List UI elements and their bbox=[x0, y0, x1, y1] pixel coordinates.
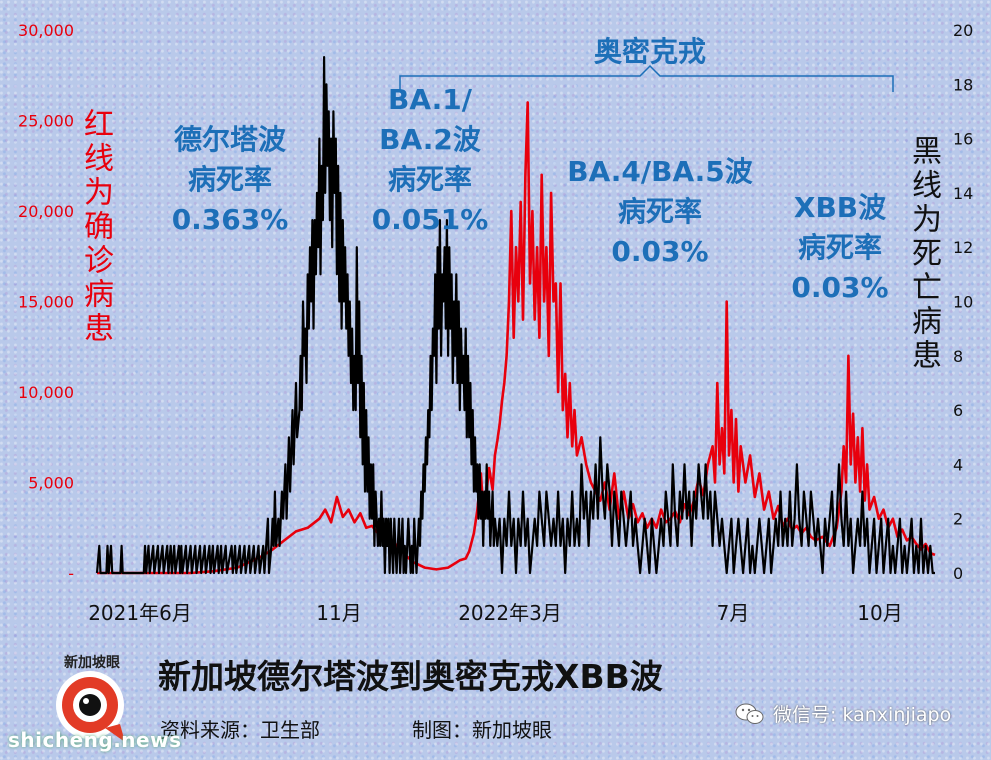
annotation-line: XBB波 bbox=[793, 191, 887, 224]
omicron-label: 奥密克戎 bbox=[593, 35, 706, 68]
left-y-axis-ticks: 30,000 25,000 20,000 15,000 10,000 5,000 - bbox=[18, 21, 74, 583]
left-tick-label: 15,000 bbox=[18, 293, 74, 312]
deaths-line bbox=[95, 55, 935, 575]
left-axis-title: 红线为确诊病患 bbox=[78, 108, 113, 346]
annotation-line: 0.051% bbox=[371, 203, 489, 236]
annotation-ba12: BA.1/ BA.2波 病死率 0.051% bbox=[370, 80, 490, 240]
left-tick-label: 30,000 bbox=[18, 21, 74, 40]
annotation-line: 0.363% bbox=[171, 203, 289, 236]
right-axis-title: 黑线为死亡病患 bbox=[906, 135, 941, 373]
left-tick-label: 20,000 bbox=[18, 202, 74, 221]
annotation-line: 病死率 bbox=[797, 231, 882, 264]
maker-text: 制图：新加坡眼 bbox=[412, 718, 552, 742]
wechat-icon bbox=[735, 703, 764, 724]
x-tick-label: 11月 bbox=[316, 601, 361, 625]
annotation-line: 病死率 bbox=[617, 195, 702, 228]
annotation-ba45: BA.4/BA.5波 病死率 0.03% bbox=[565, 152, 755, 272]
right-tick-label: 16 bbox=[953, 130, 973, 149]
right-tick-label: 6 bbox=[953, 401, 963, 420]
x-axis-ticks: 2021年6月 11月 2022年3月 7月 10月 bbox=[88, 601, 903, 625]
page-title: 新加坡德尔塔波到奥密克戎XBB波 bbox=[158, 657, 663, 696]
x-tick-label: 2021年6月 bbox=[88, 601, 192, 625]
right-tick-label: 4 bbox=[953, 455, 963, 474]
annotation-delta: 德尔塔波 病死率 0.363% bbox=[150, 120, 310, 240]
annotation-line: 0.03% bbox=[791, 271, 889, 304]
x-tick-label: 7月 bbox=[717, 601, 750, 625]
annotation-line: 病死率 bbox=[187, 163, 272, 196]
logo-icon bbox=[56, 671, 125, 742]
annotation-line: BA.4/BA.5波 bbox=[567, 155, 753, 188]
annotation-line: 0.03% bbox=[611, 235, 709, 268]
annotation-line: 病死率 bbox=[387, 163, 472, 196]
annotation-line: 德尔塔波 bbox=[173, 123, 286, 156]
annotation-line: BA.2波 bbox=[379, 123, 481, 156]
logo-text: 新加坡眼 bbox=[64, 655, 120, 671]
source-text: 资料来源：卫生部 bbox=[160, 718, 320, 742]
annotation-line: BA.1/ bbox=[388, 83, 472, 116]
left-tick-label: 25,000 bbox=[18, 112, 74, 131]
omicron-bracket bbox=[399, 64, 894, 92]
right-tick-label: 2 bbox=[953, 510, 963, 529]
x-tick-label: 10月 bbox=[857, 601, 902, 625]
right-tick-label: 8 bbox=[953, 347, 963, 366]
right-tick-label: 12 bbox=[953, 238, 973, 257]
wechat-text: 微信号: kanxinjiapo bbox=[773, 704, 952, 726]
left-tick-label: - bbox=[68, 564, 74, 583]
watermark: shicheng.news bbox=[8, 728, 182, 752]
right-tick-label: 20 bbox=[953, 21, 973, 40]
right-tick-label: 14 bbox=[953, 184, 973, 203]
left-tick-label: 10,000 bbox=[18, 383, 74, 402]
wechat-id: 微信号: kanxinjiapo bbox=[735, 700, 951, 727]
right-tick-label: 10 bbox=[953, 293, 973, 312]
right-tick-label: 0 bbox=[953, 564, 963, 583]
x-tick-label: 2022年3月 bbox=[458, 601, 562, 625]
right-tick-label: 18 bbox=[953, 75, 973, 94]
annotation-xbb: XBB波 病死率 0.03% bbox=[780, 188, 900, 308]
left-tick-label: 5,000 bbox=[28, 474, 74, 493]
